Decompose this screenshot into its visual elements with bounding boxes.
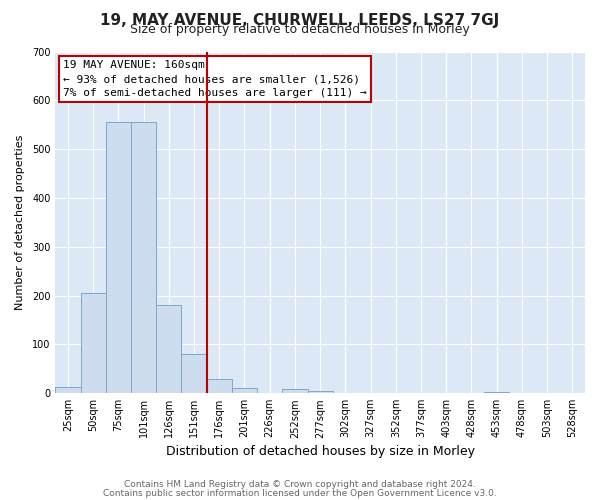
Bar (131, 122, 156, 393)
Bar (80, 293, 106, 393)
Bar (181, 354, 206, 393)
Bar (232, 388, 257, 393)
Text: Contains public sector information licensed under the Open Government Licence v3: Contains public sector information licen… (103, 488, 497, 498)
Bar (156, 306, 181, 393)
Text: 19 MAY AVENUE: 160sqm
← 93% of detached houses are smaller (1,526)
7% of semi-de: 19 MAY AVENUE: 160sqm ← 93% of detached … (63, 60, 367, 98)
Text: Contains HM Land Registry data © Crown copyright and database right 2024.: Contains HM Land Registry data © Crown c… (124, 480, 476, 489)
X-axis label: Distribution of detached houses by size in Morley: Distribution of detached houses by size … (166, 444, 475, 458)
Bar (206, 378, 232, 393)
Bar (484, 392, 509, 393)
Text: Size of property relative to detached houses in Morley: Size of property relative to detached ho… (130, 22, 470, 36)
Y-axis label: Number of detached properties: Number of detached properties (15, 134, 25, 310)
Bar (106, 122, 131, 393)
Bar (283, 390, 308, 393)
Bar (55, 387, 80, 393)
Text: 19, MAY AVENUE, CHURWELL, LEEDS, LS27 7GJ: 19, MAY AVENUE, CHURWELL, LEEDS, LS27 7G… (100, 12, 500, 28)
Bar (308, 391, 333, 393)
